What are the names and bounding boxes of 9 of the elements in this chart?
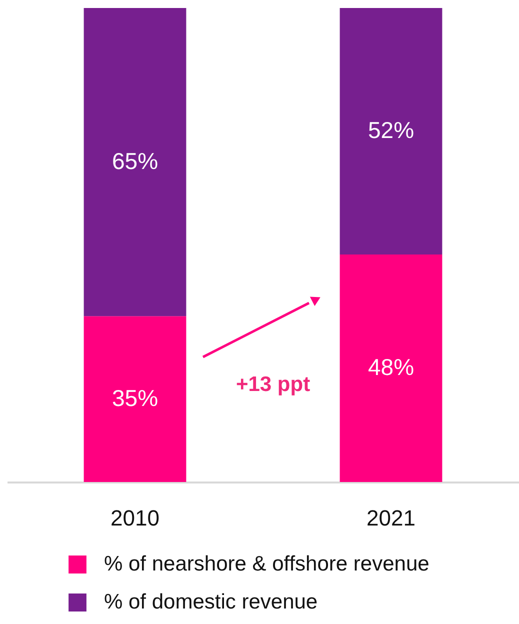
x-tick-label: 2010 [110, 506, 160, 530]
data-label: 65% [112, 148, 158, 174]
annotation: +13 ppt [236, 373, 310, 396]
data-label: 52% [368, 117, 414, 144]
legend-label: % of nearshore & offshore revenue [104, 552, 430, 576]
data-label: 48% [368, 354, 414, 380]
legend-label: % of domestic revenue [104, 590, 318, 614]
data-label: 35% [112, 385, 158, 412]
x-tick-label: 2021 [366, 506, 416, 530]
